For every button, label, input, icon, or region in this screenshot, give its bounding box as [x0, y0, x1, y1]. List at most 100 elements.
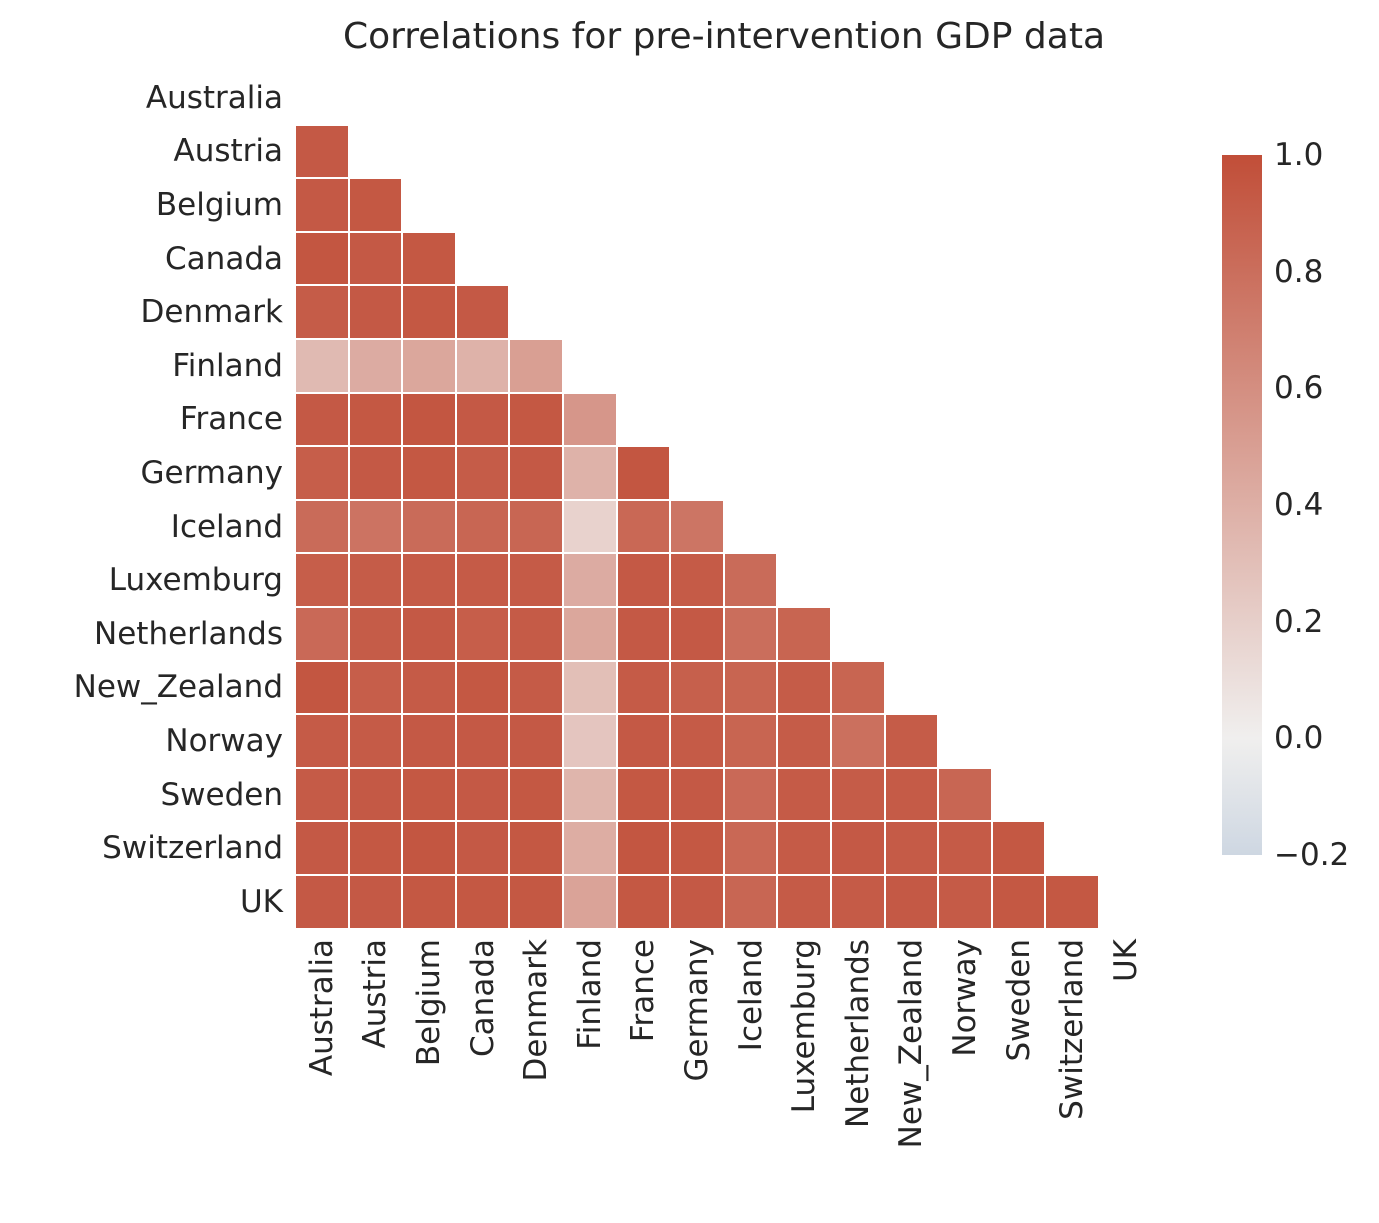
- heatmap-cell: [510, 340, 562, 392]
- heatmap-cell: [296, 232, 348, 285]
- x-axis-label: Luxemburg: [786, 938, 823, 1113]
- heatmap-cell: [885, 768, 938, 821]
- heatmap-cell: [939, 876, 991, 928]
- heatmap-cell: [403, 232, 455, 285]
- heatmap-grid: [295, 71, 1153, 929]
- heatmap-cell: [349, 822, 402, 874]
- heatmap-cell: [510, 876, 562, 928]
- x-axis-label: France: [625, 938, 662, 1042]
- y-axis-label: France: [179, 401, 283, 438]
- y-axis-label: Switzerland: [102, 830, 283, 867]
- heatmap-cell: [296, 179, 348, 231]
- heatmap-cell: [885, 822, 938, 874]
- heatmap-cell: [403, 715, 455, 767]
- heatmap-cell: [403, 447, 455, 499]
- heatmap-cell: [349, 286, 402, 338]
- heatmap-cell: [349, 340, 402, 392]
- y-axis-label: Germany: [140, 455, 283, 491]
- heatmap-cell: [510, 822, 562, 874]
- heatmap-cell: [617, 715, 670, 767]
- colorbar-tick-label: 0.2: [1274, 603, 1324, 640]
- heatmap-cell: [296, 340, 348, 392]
- heatmap-cell: [671, 500, 723, 553]
- x-axis-label: Denmark: [518, 938, 555, 1082]
- heatmap-cell: [349, 661, 402, 714]
- heatmap-cell: [778, 822, 830, 874]
- heatmap-cell: [939, 768, 991, 821]
- heatmap-cell: [403, 554, 455, 606]
- heatmap-cell: [724, 876, 777, 928]
- heatmap-cell: [939, 822, 991, 874]
- colorbar-tick-label: 0.8: [1274, 253, 1324, 290]
- heatmap-cell: [456, 286, 509, 338]
- heatmap-cell: [296, 822, 348, 874]
- x-axis-label: Finland: [571, 938, 608, 1050]
- heatmap-cell: [296, 286, 348, 338]
- heatmap-cell: [296, 393, 348, 446]
- y-axis-label: New_Zealand: [73, 669, 283, 706]
- heatmap-cell: [671, 554, 723, 606]
- heatmap-cell: [564, 500, 616, 553]
- heatmap-cell: [456, 608, 509, 660]
- heatmap-cell: [349, 500, 402, 553]
- x-axis-label: Belgium: [411, 938, 447, 1066]
- y-axis-label: UK: [239, 883, 283, 920]
- heatmap-cell: [510, 447, 562, 499]
- heatmap-cell: [456, 554, 509, 606]
- colorbar-tick-label: 0.0: [1274, 720, 1324, 757]
- colorbar-tick-label: 0.4: [1274, 487, 1324, 523]
- heatmap-cell: [296, 768, 348, 821]
- heatmap-cell: [403, 500, 455, 553]
- heatmap-cell: [296, 554, 348, 606]
- x-axis-label: Sweden: [1000, 938, 1037, 1062]
- heatmap-cell: [617, 447, 670, 499]
- heatmap-cell: [778, 876, 830, 928]
- x-axis-label: Netherlands: [839, 938, 876, 1128]
- heatmap-cell: [456, 500, 509, 553]
- heatmap-cell: [510, 768, 562, 821]
- heatmap-cell: [832, 876, 884, 928]
- heatmap-cell: [617, 661, 670, 714]
- heatmap-cell: [564, 661, 616, 714]
- heatmap-cell: [671, 876, 723, 928]
- heatmap-cell: [617, 500, 670, 553]
- heatmap-cell: [510, 661, 562, 714]
- x-axis-label: Iceland: [732, 938, 769, 1051]
- heatmap-cell: [403, 768, 455, 821]
- x-axis-label: Austria: [357, 938, 394, 1049]
- heatmap-cell: [510, 500, 562, 553]
- x-axis-label: New_Zealand: [893, 938, 930, 1148]
- heatmap-cell: [778, 608, 830, 660]
- x-axis-label: Germany: [679, 938, 715, 1082]
- heatmap-cell: [671, 768, 723, 821]
- y-axis-label: Finland: [172, 347, 283, 384]
- heatmap-cell: [778, 768, 830, 821]
- heatmap-cell: [510, 608, 562, 660]
- heatmap-cell: [456, 768, 509, 821]
- colorbar: [1222, 155, 1262, 855]
- x-axis-label: Canada: [464, 938, 501, 1057]
- heatmap-cell: [349, 876, 402, 928]
- heatmap-cell: [617, 608, 670, 660]
- y-axis-label: Luxemburg: [108, 562, 283, 599]
- heatmap-cell: [564, 876, 616, 928]
- x-axis-label: Switzerland: [1054, 938, 1091, 1120]
- heatmap-cell: [724, 661, 777, 714]
- heatmap-cell: [349, 179, 402, 231]
- y-axis-label: Sweden: [160, 776, 283, 813]
- heatmap-cell: [1046, 876, 1098, 928]
- heatmap-cell: [832, 822, 884, 874]
- heatmap-cell: [456, 447, 509, 499]
- heatmap-cell: [832, 715, 884, 767]
- heatmap-cell: [456, 340, 509, 392]
- heatmap-cell: [403, 822, 455, 874]
- y-axis-label: Austria: [173, 133, 283, 170]
- heatmap-cell: [671, 661, 723, 714]
- heatmap-cell: [403, 661, 455, 714]
- heatmap-cell: [403, 340, 455, 392]
- heatmap-cell: [510, 715, 562, 767]
- colorbar-tick-label: 0.6: [1274, 370, 1324, 407]
- heatmap-cell: [296, 608, 348, 660]
- heatmap-cell: [349, 554, 402, 606]
